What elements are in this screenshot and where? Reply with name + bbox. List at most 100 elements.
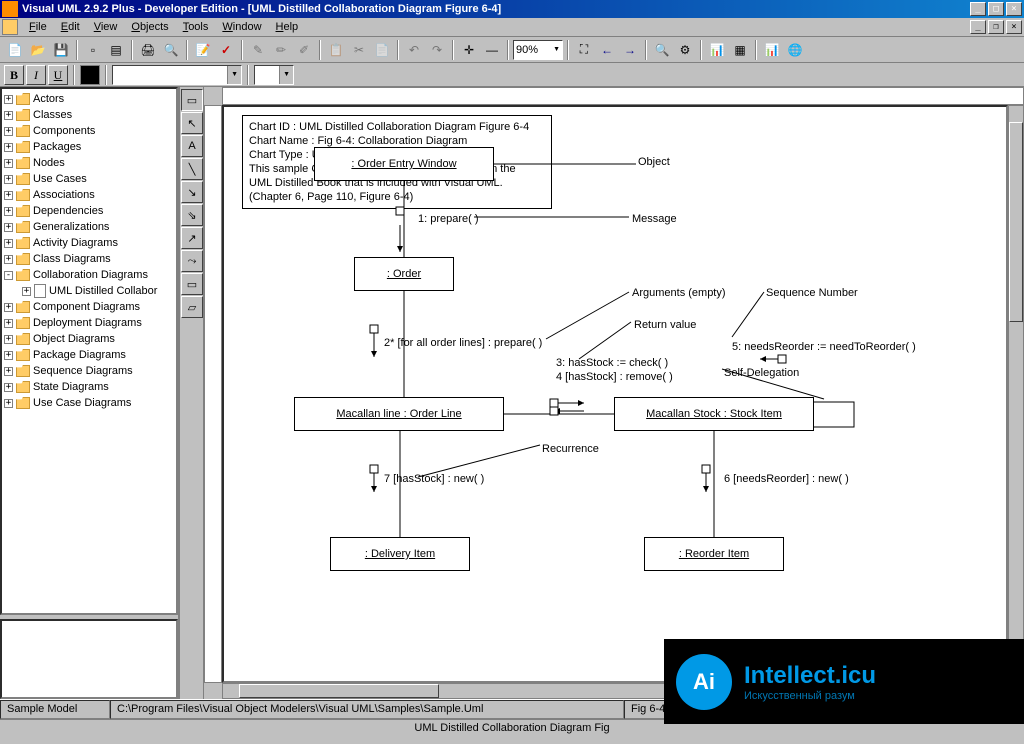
back-button[interactable]: ← [596, 39, 618, 61]
note-tool[interactable]: ▱ [181, 296, 203, 318]
italic-button[interactable]: I [26, 65, 46, 85]
annotation-label: Self-Delegation [724, 367, 799, 379]
new-diagram-button[interactable]: ▫ [82, 39, 104, 61]
arrow1-tool[interactable]: ↘ [181, 181, 203, 203]
tree-item[interactable]: +Packages [4, 139, 174, 155]
uml-object[interactable]: Macallan line : Order Line [294, 397, 504, 431]
font-select[interactable] [112, 65, 242, 85]
arrow3-tool[interactable]: ↗ [181, 227, 203, 249]
tree-item[interactable]: +Activity Diagrams [4, 235, 174, 251]
menu-file[interactable]: File [22, 19, 54, 35]
print-button[interactable]: 🖨 [137, 39, 159, 61]
model-tree[interactable]: +Actors+Classes+Components+Packages+Node… [0, 87, 178, 615]
chart-button[interactable]: 📊 [761, 39, 783, 61]
mdi-minimize-button[interactable]: _ [970, 20, 986, 34]
tree-item[interactable]: +UML Distilled Collabor [4, 283, 174, 299]
footer-text: UML Distilled Collaboration Diagram Fig [414, 722, 609, 734]
uml-object[interactable]: : Delivery Item [330, 537, 470, 571]
tree-item[interactable]: +Dependencies [4, 203, 174, 219]
tree-item[interactable]: +Associations [4, 187, 174, 203]
maximize-button[interactable]: □ [988, 2, 1004, 16]
fwd-button[interactable]: → [619, 39, 641, 61]
color-button[interactable] [80, 65, 100, 85]
cards-button[interactable]: ▤ [105, 39, 127, 61]
menu-tools[interactable]: Tools [176, 19, 216, 35]
nav-button[interactable]: ⛶ [573, 39, 595, 61]
menu-objects[interactable]: Objects [124, 19, 175, 35]
tree-item[interactable]: +Use Case Diagrams [4, 395, 174, 411]
tree-item[interactable]: +Components [4, 123, 174, 139]
select-tool[interactable]: ▭ [181, 89, 203, 111]
connector-tool[interactable]: ⤳ [181, 250, 203, 272]
menu-view[interactable]: View [87, 19, 125, 35]
mdi-close-button[interactable]: × [1006, 20, 1022, 34]
tool-b-button[interactable]: ✏ [270, 39, 292, 61]
uml-object[interactable]: : Order [354, 257, 454, 291]
tree-item[interactable]: +Nodes [4, 155, 174, 171]
uml-object[interactable]: Macallan Stock : Stock Item [614, 397, 814, 431]
grid-button[interactable]: ▦ [729, 39, 751, 61]
tree-item[interactable]: +Generalizations [4, 219, 174, 235]
note-button[interactable]: 📝 [192, 39, 214, 61]
spell-button[interactable]: ✓ [215, 39, 237, 61]
tree-item[interactable]: +Use Cases [4, 171, 174, 187]
copy-button[interactable]: 📋 [325, 39, 347, 61]
tree-item[interactable]: +Classes [4, 107, 174, 123]
menu-window[interactable]: Window [215, 19, 268, 35]
mdi-restore-button[interactable]: ❐ [988, 20, 1004, 34]
redo-button[interactable]: ↷ [426, 39, 448, 61]
title-bar: Visual UML 2.9.2 Plus - Developer Editio… [0, 0, 1024, 18]
watermark-brand: Intellect.icu [744, 662, 876, 690]
paste-button[interactable]: 📄 [371, 39, 393, 61]
tool-a-button[interactable]: ✎ [247, 39, 269, 61]
tree-item[interactable]: +Deployment Diagrams [4, 315, 174, 331]
scrollbar-vertical[interactable] [1008, 105, 1024, 683]
tree-item[interactable]: -Collaboration Diagrams [4, 267, 174, 283]
cut-button[interactable]: ✂ [348, 39, 370, 61]
line-tool[interactable]: ╲ [181, 158, 203, 180]
annotation-label: 6 [needsReorder] : new( ) [724, 473, 849, 485]
annotation-label: 3: hasStock := check( ) [556, 357, 668, 369]
annotation-label: Message [632, 213, 677, 225]
diagram-canvas[interactable]: Chart ID : UML Distilled Collaboration D… [222, 105, 1008, 683]
tree-item[interactable]: +Sequence Diagrams [4, 363, 174, 379]
tree-item[interactable]: +Class Diagrams [4, 251, 174, 267]
underline-button[interactable]: U [48, 65, 68, 85]
properties-pane[interactable] [0, 619, 178, 699]
watermark-tagline: Искусственный разум [744, 690, 876, 702]
tool-c-button[interactable]: ✐ [293, 39, 315, 61]
preview-button[interactable]: 🔍 [160, 39, 182, 61]
bold-button[interactable]: B [4, 65, 24, 85]
uml-object[interactable]: : Order Entry Window [314, 147, 494, 181]
filter-button[interactable]: ⚙ [674, 39, 696, 61]
close-button[interactable]: × [1006, 2, 1022, 16]
save-button[interactable]: 💾 [50, 39, 72, 61]
open-button[interactable]: 📂 [27, 39, 49, 61]
tree-item[interactable]: +Component Diagrams [4, 299, 174, 315]
dash-button[interactable]: — [481, 39, 503, 61]
diagram-lines [224, 107, 1008, 683]
menu-edit[interactable]: Edit [54, 19, 87, 35]
rect-tool[interactable]: ▭ [181, 273, 203, 295]
globe-button[interactable]: 🌐 [784, 39, 806, 61]
fontsize-select[interactable] [254, 65, 294, 85]
menu-help[interactable]: Help [269, 19, 306, 35]
find-button[interactable]: 🔍 [651, 39, 673, 61]
pointer-tool[interactable]: ↖ [181, 112, 203, 134]
crosshair-button[interactable]: ✛ [458, 39, 480, 61]
tree-item[interactable]: +Package Diagrams [4, 347, 174, 363]
canvas-area: Chart ID : UML Distilled Collaboration D… [204, 87, 1024, 699]
tree-item[interactable]: +State Diagrams [4, 379, 174, 395]
annotation-label: 2* [for all order lines] : prepare( ) [384, 337, 542, 349]
new-button[interactable]: 📄 [4, 39, 26, 61]
undo-button[interactable]: ↶ [403, 39, 425, 61]
tree-item[interactable]: +Actors [4, 91, 174, 107]
uml-object[interactable]: : Reorder Item [644, 537, 784, 571]
zoom-select[interactable]: 90% [513, 40, 563, 60]
tree-item[interactable]: +Object Diagrams [4, 331, 174, 347]
zoom-value: 90% [516, 44, 538, 56]
text-tool[interactable]: A [181, 135, 203, 157]
minimize-button[interactable]: _ [970, 2, 986, 16]
props-button[interactable]: 📊 [706, 39, 728, 61]
arrow2-tool[interactable]: ⇘ [181, 204, 203, 226]
